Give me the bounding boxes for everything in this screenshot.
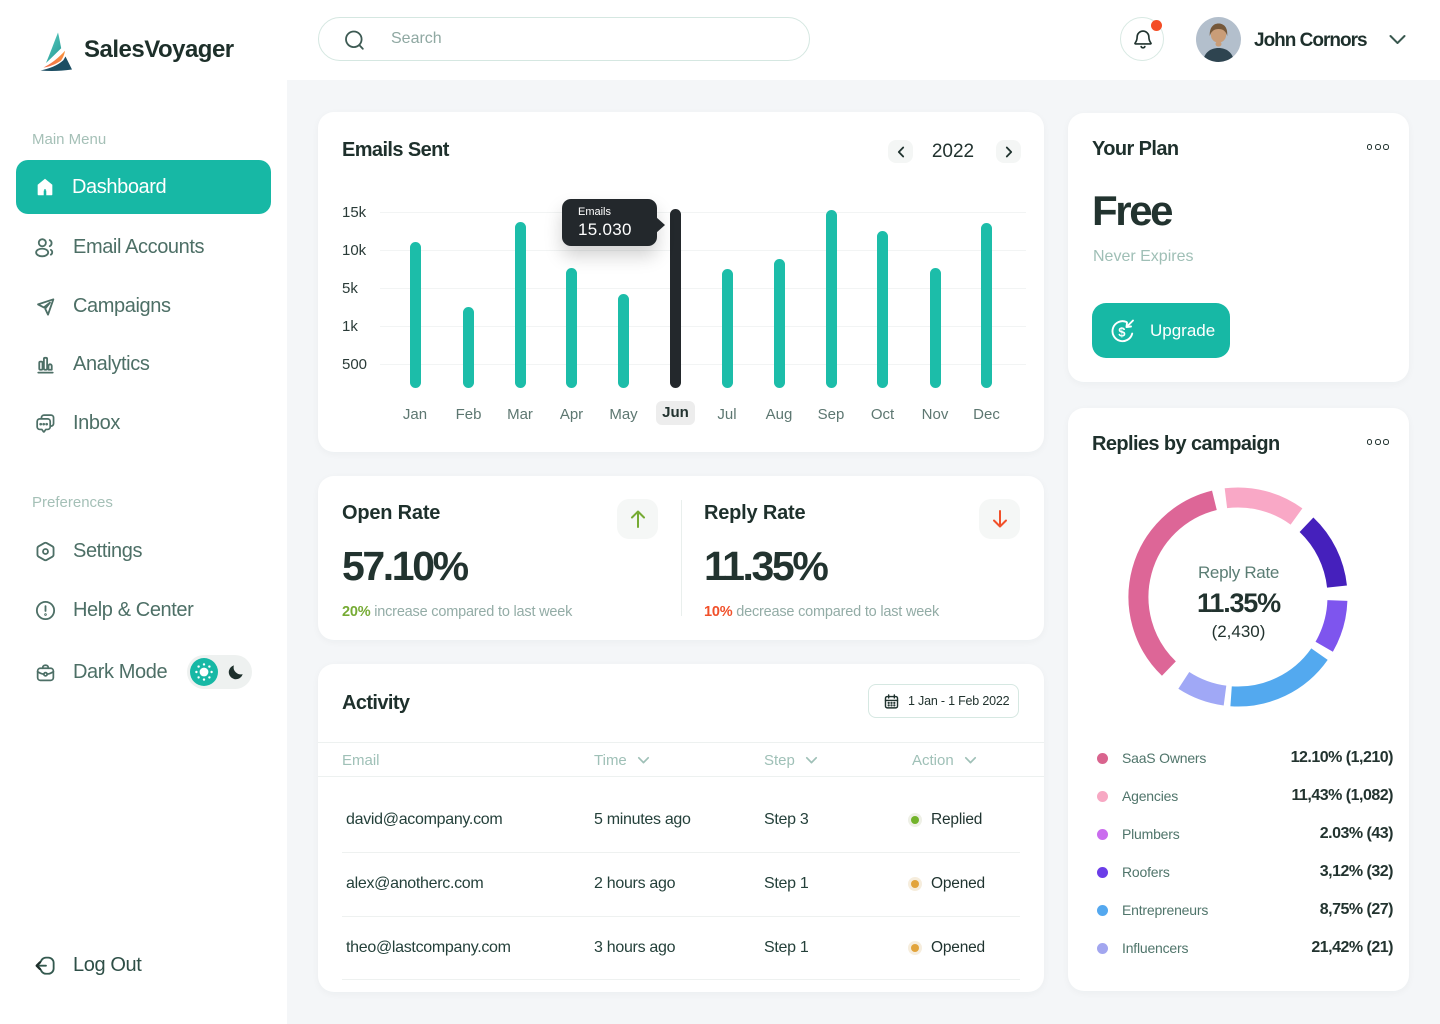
- svg-text:$: $: [1118, 324, 1126, 339]
